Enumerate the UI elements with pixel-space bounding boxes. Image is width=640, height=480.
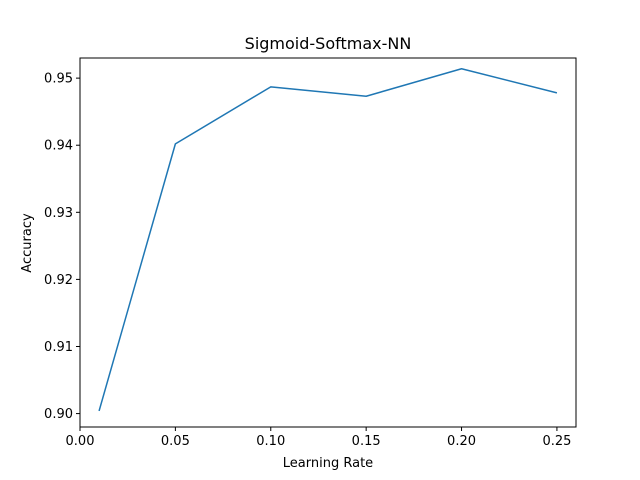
series-line-0 (98, 67, 558, 412)
x-tick-label: 0.15 (352, 434, 381, 449)
x-tick-label: 0.00 (66, 434, 95, 449)
plot-frame (79, 57, 577, 428)
x-tick-label: 0.10 (256, 434, 285, 449)
x-axis-label: Learning Rate (283, 456, 373, 471)
plot-area: 0.00 0.05 0.10 0.15 0.20 0.25 0.90 0.91 0.92 0.93… (44, 57, 577, 449)
x-tick-label: 0.25 (542, 434, 571, 449)
y-tick-label: 0.92 (44, 273, 73, 288)
chart-title: Sigmoid-Softmax-NN (245, 34, 412, 53)
y-tick-label: 0.94 (44, 139, 73, 154)
y-tick-label: 0.90 (44, 407, 73, 422)
y-tick-label: 0.93 (44, 206, 73, 221)
x-tick-label: 0.05 (161, 434, 190, 449)
y-tick-label: 0.95 (44, 72, 73, 87)
y-axis-label: Accuracy (20, 213, 35, 273)
y-tick-label: 0.91 (44, 340, 73, 355)
x-tick-label: 0.20 (447, 434, 476, 449)
